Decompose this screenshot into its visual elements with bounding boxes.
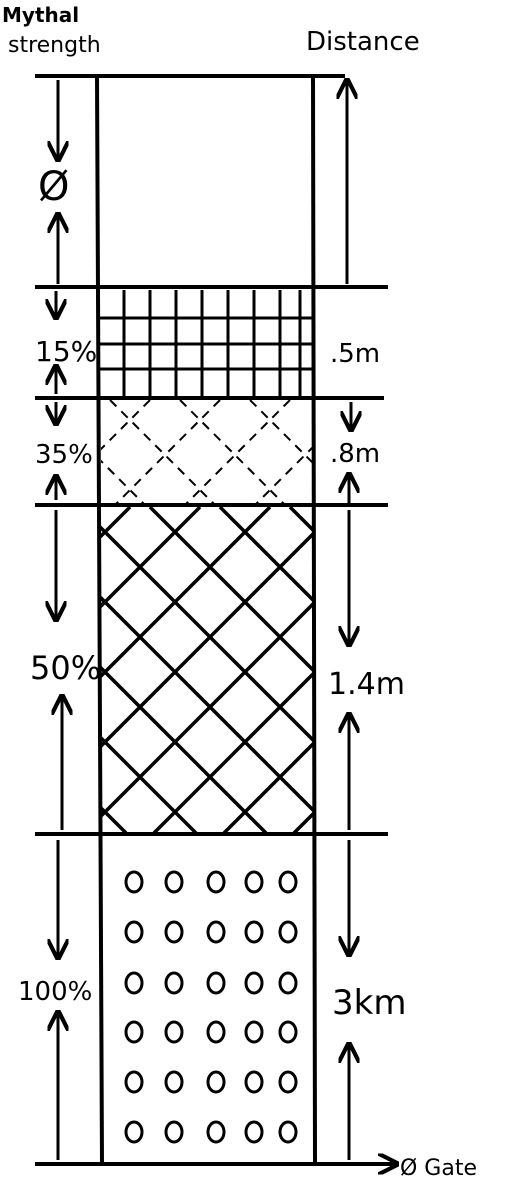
header-mythal-strength-line2: strength bbox=[8, 33, 101, 58]
band-circles bbox=[124, 870, 298, 1144]
strength-label-empty: Ø bbox=[38, 164, 69, 210]
circle-mark bbox=[124, 1070, 144, 1094]
circle-mark bbox=[164, 1020, 184, 1044]
strength-label-cross: 50% bbox=[30, 649, 101, 687]
circle-mark bbox=[244, 920, 264, 944]
distance-label-dots: 3km bbox=[332, 983, 406, 1023]
column-right-edge bbox=[311, 75, 317, 1165]
circle-mark bbox=[206, 1070, 226, 1094]
circle-mark bbox=[244, 1120, 264, 1144]
distance-arrows bbox=[347, 80, 397, 1164]
circle-mark bbox=[278, 1020, 298, 1044]
circle-mark bbox=[244, 1020, 264, 1044]
circle-mark bbox=[124, 870, 144, 894]
circle-mark bbox=[164, 920, 184, 944]
strength-label-dashed: 35% bbox=[35, 440, 93, 470]
column-left-edge bbox=[95, 75, 104, 1165]
circle-mark bbox=[278, 971, 298, 995]
circle-mark bbox=[124, 1120, 144, 1144]
circle-mark bbox=[278, 920, 298, 944]
circle-mark bbox=[206, 920, 226, 944]
band-grid-pattern bbox=[100, 290, 313, 396]
circle-mark bbox=[124, 920, 144, 944]
circle-mark bbox=[278, 1120, 298, 1144]
circle-mark bbox=[206, 1020, 226, 1044]
circle-mark bbox=[206, 870, 226, 894]
circle-mark bbox=[244, 971, 264, 995]
strength-label-grid: 15% bbox=[35, 335, 97, 368]
band-dashed-crosshatch bbox=[101, 400, 313, 504]
gate-label: Ø Gate bbox=[400, 1156, 477, 1180]
distance-label-dashed: .8m bbox=[330, 439, 380, 469]
circle-mark bbox=[124, 971, 144, 995]
column-frame bbox=[35, 74, 395, 1166]
circle-mark bbox=[164, 1120, 184, 1144]
header-mythal-strength-line1: Mythal bbox=[2, 3, 79, 27]
strength-label-dots: 100% bbox=[18, 977, 92, 1007]
circle-mark bbox=[124, 1020, 144, 1044]
distance-label-grid: .5m bbox=[330, 339, 380, 369]
circle-mark bbox=[164, 870, 184, 894]
circle-mark bbox=[206, 971, 226, 995]
circle-mark bbox=[164, 971, 184, 995]
header-distance: Distance bbox=[306, 27, 420, 57]
circle-mark bbox=[164, 1070, 184, 1094]
circle-mark bbox=[206, 1120, 226, 1144]
distance-label-cross: 1.4m bbox=[328, 667, 405, 702]
circle-mark bbox=[278, 1070, 298, 1094]
circle-mark bbox=[244, 870, 264, 894]
band-crosshatch bbox=[101, 507, 313, 833]
strength-arrows bbox=[56, 80, 62, 1160]
circle-mark bbox=[278, 870, 298, 894]
circle-mark bbox=[244, 1070, 264, 1094]
